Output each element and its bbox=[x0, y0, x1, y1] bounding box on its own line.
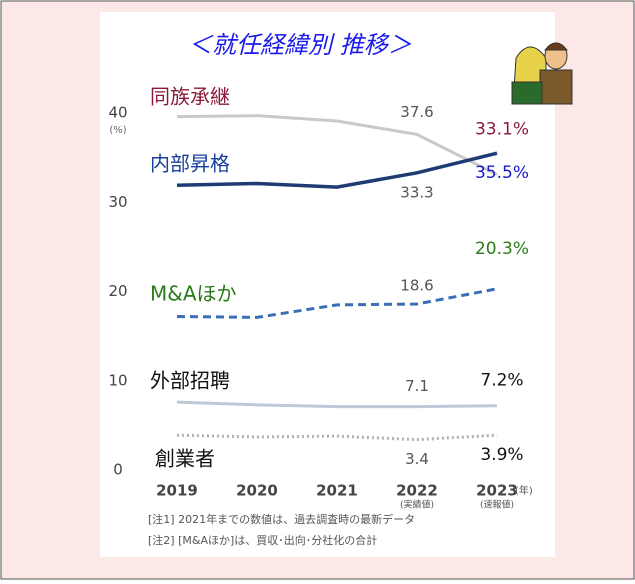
value-label: 7.2% bbox=[480, 371, 523, 391]
value-label: 3.9% bbox=[480, 445, 523, 465]
value-label: 35.5% bbox=[475, 163, 529, 183]
series-name: 外部招聘 bbox=[150, 369, 230, 393]
series-line bbox=[176, 287, 498, 319]
value-label: 3.4 bbox=[405, 450, 429, 468]
value-label: 37.6 bbox=[400, 103, 433, 121]
x-unit: (年) bbox=[515, 484, 533, 497]
chart-title: ＜就任経緯別 推移＞ bbox=[188, 31, 412, 59]
note: [注1] 2021年までの数値は、過去調査時の最新データ bbox=[148, 512, 415, 526]
x-tick-note: (実績値) bbox=[400, 499, 434, 511]
y-tick-label: 10 bbox=[108, 371, 127, 389]
people-icon bbox=[511, 42, 573, 105]
x-tick-label: 2021 bbox=[316, 482, 358, 500]
y-tick-label: 0 bbox=[113, 461, 123, 479]
series-line bbox=[176, 433, 498, 442]
series-line bbox=[176, 151, 498, 189]
x-tick-label: 2023 bbox=[476, 482, 518, 500]
x-tick-note: (速報値) bbox=[480, 499, 514, 511]
series-name: M&Aほか bbox=[150, 282, 237, 306]
value-label: 33.3 bbox=[400, 183, 433, 201]
series-line bbox=[176, 400, 498, 409]
note: [注2] [M&Aほか]は、買収･出向･分社化の合計 bbox=[148, 533, 377, 547]
value-label: 20.3% bbox=[475, 239, 529, 259]
x-tick-label: 2020 bbox=[236, 482, 278, 500]
series-name: 創業者 bbox=[155, 447, 215, 471]
series-line bbox=[176, 114, 498, 176]
x-tick-label: 2019 bbox=[156, 482, 198, 500]
x-tick-label: 2022 bbox=[396, 482, 438, 500]
y-tick-label: 40 bbox=[108, 104, 127, 122]
value-label: 18.6 bbox=[400, 276, 433, 294]
y-tick-label: 30 bbox=[108, 193, 127, 211]
y-tick-label: 20 bbox=[108, 282, 127, 300]
panel bbox=[100, 12, 555, 557]
series-name: 内部昇格 bbox=[150, 152, 230, 176]
y-unit: (%) bbox=[109, 125, 126, 136]
series-name: 同族承継 bbox=[150, 85, 230, 109]
value-label: 7.1 bbox=[405, 377, 429, 395]
value-label: 33.1% bbox=[475, 120, 529, 140]
